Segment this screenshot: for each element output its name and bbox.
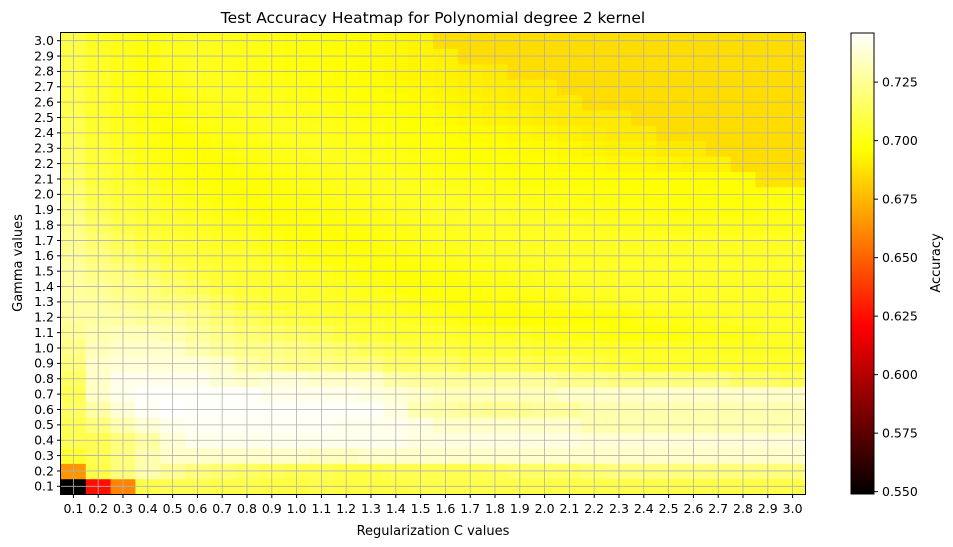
- colorbar-tick-label: 0.550: [882, 484, 918, 499]
- x-tick-label: 3.0: [783, 501, 803, 516]
- x-tick-label: 0.5: [163, 501, 183, 516]
- colorbar-ticks: 0.550 0.575 0.600 0.625 0.650 0.675 0.700 0.725: [874, 74, 918, 499]
- y-tick-label: 2.8: [34, 64, 54, 79]
- y-tick-label: 2.7: [34, 79, 54, 94]
- y-tick-label: 2.6: [34, 94, 54, 109]
- colorbar: [850, 32, 875, 495]
- x-tick-label: 2.1: [559, 501, 579, 516]
- y-tick-label: 0.1: [34, 479, 54, 494]
- y-tick-label: 3.0: [34, 33, 54, 48]
- x-axis-ticks: 0.1 0.2 0.3 0.4 0.5 0.6 0.7 0.8 0.9 1.0 1.1 1.2 1.3 1…: [63, 494, 803, 516]
- colorbar-tick-label: 0.600: [882, 367, 918, 382]
- y-tick-label: 2.3: [34, 141, 54, 156]
- x-tick-label: 2.2: [584, 501, 604, 516]
- colorbar-tick-label: 0.725: [882, 74, 918, 89]
- y-tick-label: 1.5: [34, 263, 54, 278]
- colorbar-tick-label: 0.700: [882, 133, 918, 148]
- x-tick-label: 1.8: [485, 501, 505, 516]
- y-tick-label: 0.6: [34, 402, 54, 417]
- y-tick-label: 2.5: [34, 110, 54, 125]
- x-tick-label: 0.8: [237, 501, 257, 516]
- plot-frame: [60, 32, 806, 495]
- x-tick-label: 2.0: [535, 501, 555, 516]
- y-tick-label: 1.4: [34, 279, 54, 294]
- chart-title: Test Accuracy Heatmap for Polynomial deg…: [220, 9, 645, 27]
- x-tick-label: 2.7: [708, 501, 728, 516]
- x-tick-label: 1.2: [336, 501, 356, 516]
- y-tick-label: 0.9: [34, 356, 54, 371]
- x-axis-label: Regularization C values: [357, 524, 510, 539]
- x-tick-label: 2.5: [659, 501, 679, 516]
- x-tick-label: 0.7: [212, 501, 232, 516]
- y-axis-label: Gamma values: [11, 214, 26, 312]
- x-tick-label: 0.4: [138, 501, 158, 516]
- y-tick-label: 2.1: [34, 171, 54, 186]
- x-tick-label: 0.2: [88, 501, 108, 516]
- y-tick-label: 2.2: [34, 156, 54, 171]
- colorbar-tick-label: 0.650: [882, 250, 918, 265]
- x-tick-label: 1.5: [411, 501, 431, 516]
- x-tick-label: 1.9: [510, 501, 530, 516]
- x-tick-label: 2.4: [634, 501, 654, 516]
- x-tick-label: 0.3: [113, 501, 133, 516]
- x-tick-label: 1.1: [311, 501, 331, 516]
- y-tick-label: 0.5: [34, 417, 54, 432]
- y-tick-label: 0.4: [34, 433, 54, 448]
- x-tick-label: 1.7: [460, 501, 480, 516]
- y-tick-label: 1.2: [34, 310, 54, 325]
- x-tick-label: 1.6: [435, 501, 455, 516]
- y-tick-label: 2.4: [34, 125, 54, 140]
- colorbar-tick-label: 0.575: [882, 425, 918, 440]
- x-tick-label: 0.9: [262, 501, 282, 516]
- y-tick-label: 2.9: [34, 48, 54, 63]
- y-axis-ticks: 0.10.20.30.40.50.60.70.80.91.01.11.21.31…: [34, 33, 61, 494]
- y-tick-label: 1.6: [34, 248, 54, 263]
- y-tick-label: 0.7: [34, 386, 54, 401]
- y-tick-label: 1.1: [34, 325, 54, 340]
- y-tick-label: 0.3: [34, 448, 54, 463]
- x-tick-label: 1.4: [386, 501, 406, 516]
- x-tick-label: 2.9: [758, 501, 778, 516]
- x-tick-label: 0.1: [63, 501, 83, 516]
- x-tick-label: 0.6: [187, 501, 207, 516]
- y-tick-label: 0.2: [34, 463, 54, 478]
- y-tick-label: 2.0: [34, 187, 54, 202]
- y-tick-label: 1.3: [34, 294, 54, 309]
- x-tick-label: 2.8: [733, 501, 753, 516]
- y-tick-label: 1.7: [34, 233, 54, 248]
- x-tick-label: 2.3: [609, 501, 629, 516]
- colorbar-tick-label: 0.625: [882, 308, 918, 323]
- y-tick-label: 1.8: [34, 217, 54, 232]
- x-tick-label: 2.6: [683, 501, 703, 516]
- colorbar-label: Accuracy: [929, 233, 944, 293]
- y-tick-label: 1.0: [34, 340, 54, 355]
- x-tick-label: 1.0: [287, 501, 307, 516]
- y-tick-label: 0.8: [34, 371, 54, 386]
- x-tick-label: 1.3: [361, 501, 381, 516]
- y-tick-label: 1.9: [34, 202, 54, 217]
- grid-lines: [61, 33, 805, 494]
- colorbar-tick-label: 0.675: [882, 191, 918, 206]
